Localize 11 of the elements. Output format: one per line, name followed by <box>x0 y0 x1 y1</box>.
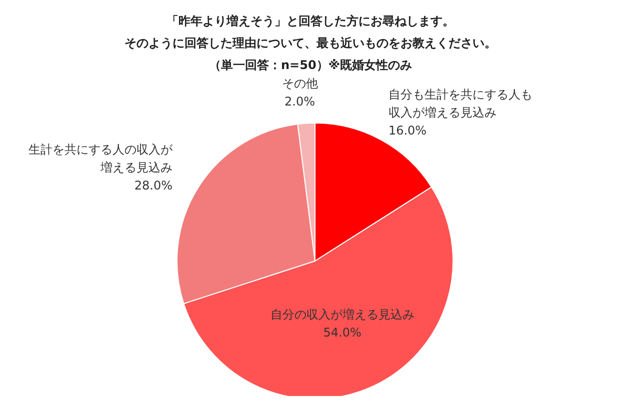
data-label: 16.0% <box>388 124 427 138</box>
slice-label: 自分の収入が増える見込み <box>270 308 414 322</box>
data-label: 2.0% <box>284 94 316 109</box>
chart-subtitle: そのように回答した理由について、最も近いものをお教えください。 <box>124 35 498 52</box>
slice-label: 生計を共にする人の収入が増える見込み <box>28 143 174 176</box>
data-label: 28.0% <box>134 179 173 194</box>
data-label: 54.0% <box>323 326 362 340</box>
slice-label: 自分も生計を共にする人も収入が増える見込み <box>388 88 532 120</box>
text: （単一回答：n=50）※既婚女性のみ <box>208 57 413 74</box>
slice-label: その他 <box>282 76 318 91</box>
chart-title: 「昨年より増えそう」と回答した方にお尋ねします。 <box>166 13 456 30</box>
